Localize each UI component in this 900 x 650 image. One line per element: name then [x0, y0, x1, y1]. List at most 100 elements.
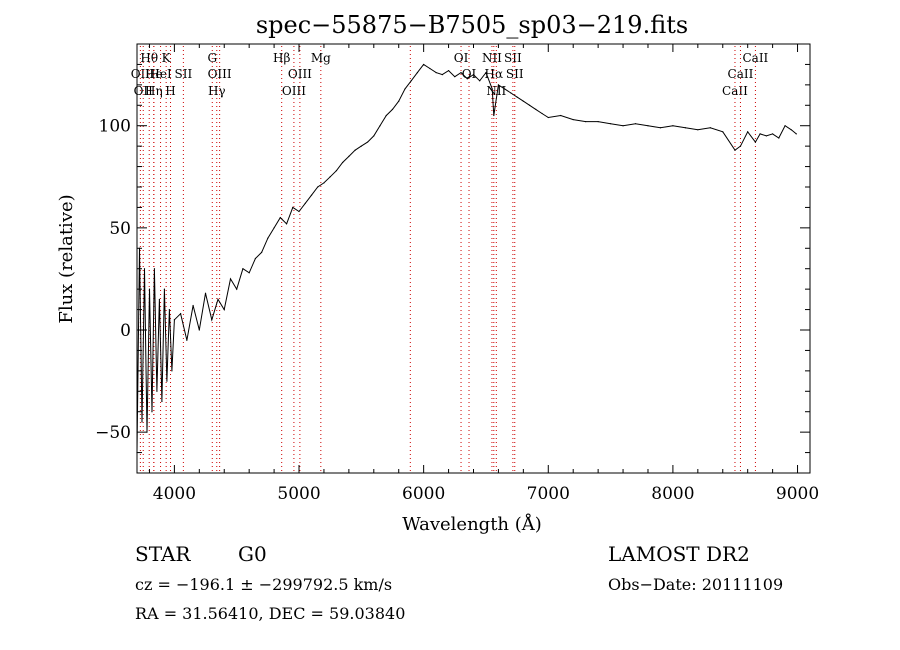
marker-label: OI	[462, 67, 477, 81]
spectrum-point	[609, 123, 612, 125]
marker-label: Hβ	[273, 51, 290, 65]
marker-label: Mg	[311, 51, 331, 65]
spectrum-point	[410, 80, 412, 82]
spectrum-point	[790, 129, 792, 131]
spectrum-point	[161, 400, 163, 403]
x-tick-label: 5000	[277, 484, 320, 504]
spectrum-point	[323, 182, 325, 184]
coordinates-readout: RA = 31.56410, DEC = 59.03840	[135, 604, 406, 623]
spectrum-point	[304, 202, 306, 204]
spectrum-point	[672, 125, 674, 127]
spectrum-point	[765, 135, 767, 137]
spectrum-point	[722, 131, 724, 133]
marker-label: HeI	[149, 67, 172, 81]
spectrum-point	[435, 72, 437, 74]
x-tick-label: 6000	[402, 484, 445, 504]
spectrum-point	[261, 251, 263, 253]
spectrum-point	[385, 114, 387, 117]
spectrum-point	[739, 145, 742, 147]
spectrum-point	[180, 313, 182, 315]
spectrum-point	[379, 125, 381, 127]
spectrum-point	[479, 80, 481, 82]
spectrum-point	[504, 88, 506, 90]
spectrum-point	[166, 380, 168, 382]
spectrum-point	[158, 298, 161, 300]
spectrum-point	[597, 121, 599, 123]
survey-name: LAMOST DR2	[608, 542, 750, 566]
marker-label: OII	[134, 84, 154, 98]
marker-label: SII	[504, 51, 522, 65]
marker-label: Hγ	[208, 84, 226, 98]
spectrum-point	[156, 390, 158, 392]
spectrum-point	[236, 288, 238, 290]
spectrum-point	[335, 170, 338, 172]
y-tick-label: 100	[99, 117, 131, 137]
spectrum-point	[329, 176, 331, 178]
spectrum-point	[360, 145, 362, 147]
object-subclass: G0	[238, 542, 267, 566]
spectrum-point	[541, 112, 543, 115]
x-axis-ticks: 4000 5000 6000 7000 8000 9000	[148, 44, 819, 504]
plot-frame	[136, 43, 811, 474]
spectrum-point	[217, 298, 219, 300]
marker-label: NII	[482, 51, 502, 65]
spectrum-point	[141, 421, 143, 423]
spectrum-point	[709, 127, 711, 129]
spectrum-point	[171, 370, 173, 372]
x-tick-label: 9000	[776, 484, 819, 504]
spectrum-point	[647, 125, 649, 127]
spectrum-point	[795, 133, 797, 135]
spectrum-point	[747, 131, 749, 133]
spectrum-series	[136, 63, 797, 454]
x-tick-label: 8000	[651, 484, 694, 504]
marker-label: CaII	[728, 67, 754, 81]
spectrum-point	[778, 137, 780, 139]
x-axis-label: Wavelength (Å)	[402, 513, 542, 535]
marker-label: CaII	[742, 51, 768, 65]
spectrum-point	[273, 227, 275, 229]
spectrum-point	[354, 149, 356, 151]
spectrum-point	[298, 210, 300, 213]
marker-label: Hη	[145, 84, 163, 98]
spectrum-point	[697, 129, 699, 131]
spectrum-point	[754, 141, 757, 143]
spectrum-point	[248, 272, 250, 274]
y-tick-label: 0	[120, 321, 131, 341]
spectrum-point	[454, 76, 456, 78]
spectrum-point	[429, 67, 431, 70]
spectrum-point	[317, 186, 319, 188]
spectrum-point	[491, 88, 493, 90]
spectrum-point	[342, 161, 344, 164]
marker-label: H	[165, 84, 175, 98]
spectrum-point	[143, 268, 146, 270]
spectrum-point	[734, 149, 736, 151]
redshift-readout: cz = −196.1 ± −299792.5 km/s	[135, 575, 393, 594]
spectrum-point	[447, 69, 450, 72]
x-tick-label: 4000	[153, 484, 196, 504]
spectrum-point	[153, 268, 156, 270]
marker-label: K	[162, 51, 172, 65]
spectrum-point	[485, 72, 487, 74]
spectrum-point	[373, 135, 375, 137]
marker-label: OII	[131, 67, 151, 81]
spectrum-point	[192, 304, 194, 307]
spectrum-point	[348, 155, 350, 157]
spectrum-point	[684, 127, 686, 129]
spectrum-point	[148, 288, 151, 290]
spectrum-point	[572, 118, 574, 121]
marker-label: OIII	[288, 67, 312, 81]
marker-label: Hθ	[140, 51, 158, 65]
spectrum-point	[211, 319, 213, 321]
object-class: STAR	[135, 542, 191, 566]
spectrum-point	[254, 257, 256, 260]
spectrum-point	[659, 127, 662, 129]
spectrum-point	[622, 125, 624, 127]
spectrum-point	[510, 92, 512, 94]
spectrum-point	[223, 308, 225, 311]
spectrum-point	[466, 78, 468, 80]
spectrum-point	[560, 114, 562, 117]
spectrum-point	[292, 206, 294, 209]
marker-label: OI	[454, 51, 469, 65]
spectrum-point	[784, 125, 786, 127]
